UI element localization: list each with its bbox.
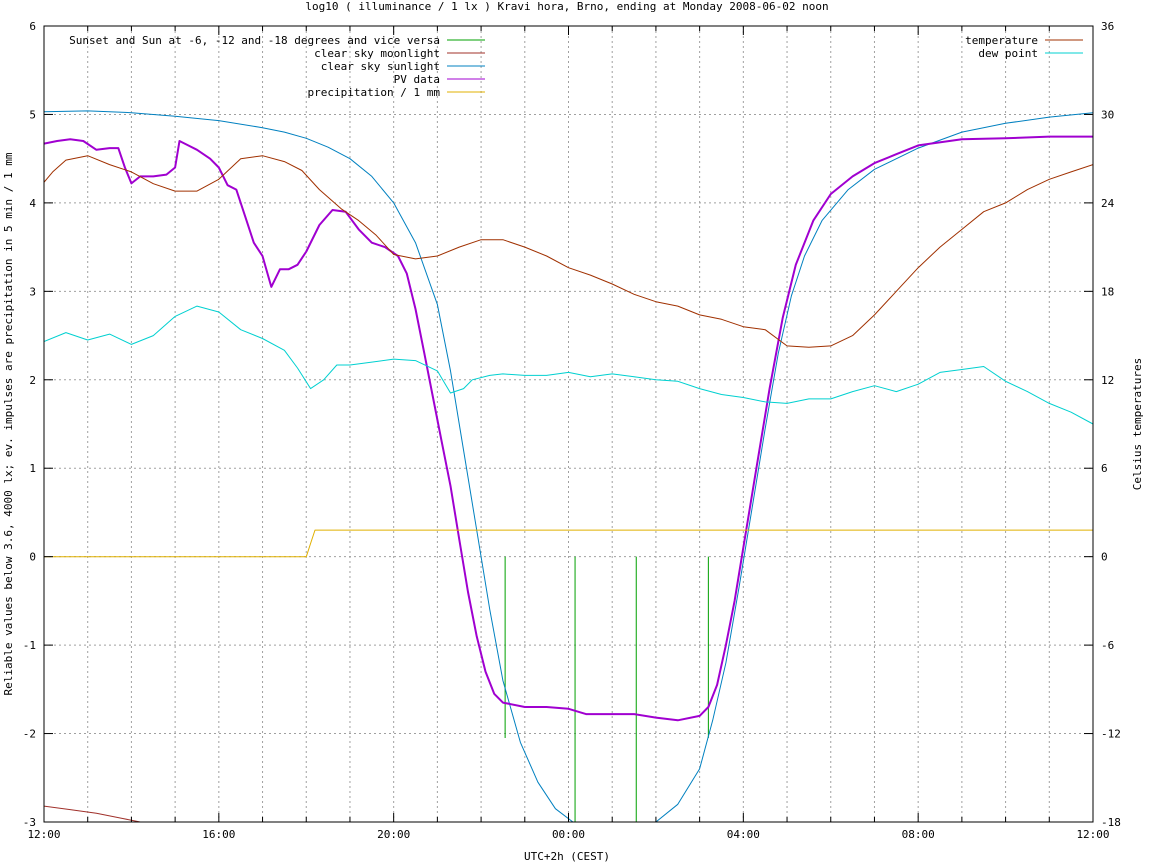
series-precipitation-1-mm-line [44,529,1093,558]
legend-label: dew point [978,47,1038,60]
y-tick-label: 4 [29,197,36,210]
series-group [44,110,1093,822]
legend-label: clear sky sunlight [321,60,440,73]
y-tick-label: 3 [29,285,36,298]
ticks: 12:00 16:00 20:00 00:00 04:00 08:00 12:00-3-2-… [23,20,1121,841]
y2-tick-label: -12 [1101,728,1121,741]
y-tick-label: -3 [23,816,36,829]
series-dew-point-line [44,305,1093,425]
series-pv-data-line [44,135,1093,722]
y-tick-label: 6 [29,20,36,33]
y2-tick-label: -6 [1101,639,1114,652]
series-clear-sky-moonlight-line [44,805,141,822]
legend-label: PV data [394,73,440,86]
y-tick-label: 5 [29,108,36,121]
series-temperature-line [44,155,1093,348]
y-tick-label: 0 [29,551,36,564]
y-tick-label: -1 [23,639,36,652]
x-tick-label: 16:00 [202,828,235,841]
grid [44,26,1093,822]
y2-tick-label: 18 [1101,285,1114,298]
series-clear-sky-sunlight-line [44,110,1093,822]
y-tick-label: 1 [29,462,36,475]
y2-tick-label: 30 [1101,108,1114,121]
series-clip-group [44,110,1093,822]
x-tick-label: 00:00 [552,828,585,841]
x-tick-label: 20:00 [377,828,410,841]
y2-axis-label: Celsius temperatures [1131,358,1144,490]
legend: Sunset and Sun at -6, -12 and -18 degree… [69,34,1083,99]
x-tick-label: 12:00 [27,828,60,841]
x-tick-label: 12:00 [1076,828,1109,841]
y2-tick-label: 36 [1101,20,1114,33]
y-tick-label: -2 [23,728,36,741]
y2-tick-label: 24 [1101,197,1115,210]
x-tick-label: 08:00 [902,828,935,841]
chart-title: log10 ( illuminance / 1 lx ) Kravi hora,… [305,0,828,13]
legend-label: Sunset and Sun at -6, -12 and -18 degree… [69,34,440,47]
legend-label: precipitation / 1 mm [308,86,441,99]
legend-label: temperature [965,34,1038,47]
y2-tick-label: 12 [1101,374,1114,387]
y-axis-label: Reliable values below 3.6, 4000 lx; ev. … [2,152,15,695]
y-tick-label: 2 [29,374,36,387]
y2-tick-label: 0 [1101,551,1108,564]
y2-tick-label: -18 [1101,816,1121,829]
y2-tick-label: 6 [1101,462,1108,475]
legend-label: clear sky moonlight [314,47,440,60]
x-tick-label: 04:00 [727,828,760,841]
x-axis-label: UTC+2h (CEST) [524,850,610,863]
